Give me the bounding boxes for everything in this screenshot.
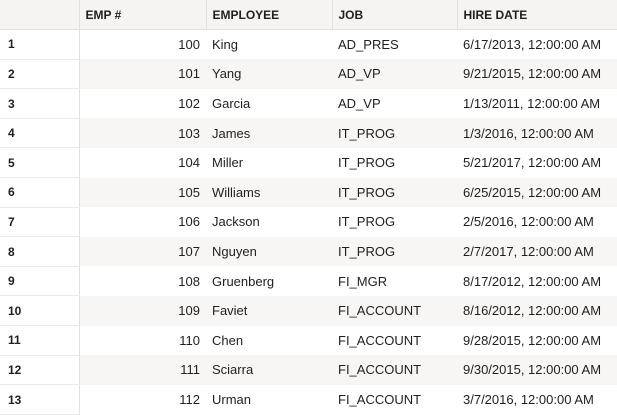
job-cell[interactable]: IT_PROG: [332, 236, 457, 267]
table-row[interactable]: 12 111 Sciarra FI_ACCOUNT 9/30/2015, 12:00:0…: [0, 355, 617, 386]
header-rownum: [0, 0, 80, 31]
job-cell[interactable]: AD_PRES: [338, 37, 399, 53]
job-cell[interactable]: IT_PROG: [338, 155, 396, 171]
hire-date-cell[interactable]: 3/7/2016, 12:00:00 AM: [463, 392, 594, 408]
row-number[interactable]: 5: [0, 147, 80, 179]
job-cell[interactable]: IT_PROG: [332, 118, 457, 148]
hire-date-cell[interactable]: 1/13/2011, 12:00:00 AM: [463, 96, 601, 112]
table-row[interactable]: 6 105 Williams IT_PROG 6/25/2015, 12:00:00 A…: [0, 177, 617, 208]
job-cell[interactable]: AD_VP: [338, 96, 381, 112]
employee-cell[interactable]: Jackson: [212, 214, 260, 230]
table-body: 1 100 King AD_PRES 6/17/2013, 12:00:00 AM 2 10…: [0, 29, 617, 415]
employee-cell[interactable]: Williams: [206, 177, 332, 208]
table-row[interactable]: 3 102 Garcia AD_VP 1/13/2011, 12:00:00 AM: [0, 88, 617, 119]
row-number[interactable]: 1: [0, 29, 80, 60]
table-row[interactable]: 7 106 Jackson IT_PROG 2/5/2016, 12:00:00 AM: [0, 207, 617, 238]
emp-number-cell[interactable]: 100: [178, 37, 200, 53]
emp-number-cell[interactable]: 111: [79, 355, 206, 385]
hire-date-cell[interactable]: 9/21/2015, 12:00:00 AM: [457, 59, 617, 89]
emp-number-cell[interactable]: 103: [79, 118, 206, 148]
emp-number-cell[interactable]: 102: [178, 96, 200, 112]
row-number[interactable]: 11: [0, 325, 80, 356]
table-row[interactable]: 1 100 King AD_PRES 6/17/2013, 12:00:00 AM: [0, 29, 617, 60]
row-number[interactable]: 9: [0, 266, 80, 297]
row-number[interactable]: 3: [0, 88, 80, 119]
header-hire-date[interactable]: HIRE DATE: [457, 0, 617, 31]
hire-date-cell[interactable]: 6/17/2013, 12:00:00 AM: [463, 37, 602, 53]
employee-cell[interactable]: Nguyen: [206, 236, 332, 267]
table-row[interactable]: 13 112 Urman FI_ACCOUNT 3/7/2016, 12:00:00 A…: [0, 384, 617, 415]
employee-cell[interactable]: Miller: [212, 155, 244, 171]
row-number[interactable]: 7: [0, 207, 80, 238]
employee-cell[interactable]: Garcia: [212, 96, 251, 112]
job-cell[interactable]: IT_PROG: [338, 214, 396, 230]
hire-date-cell[interactable]: 1/3/2016, 12:00:00 AM: [457, 118, 617, 148]
employee-cell[interactable]: King: [212, 37, 239, 53]
emp-number-cell[interactable]: 104: [178, 155, 200, 171]
job-cell[interactable]: IT_PROG: [332, 177, 457, 208]
employee-cell[interactable]: Gruenberg: [212, 273, 275, 289]
job-cell[interactable]: FI_ACCOUNT: [332, 295, 457, 326]
hire-date-cell[interactable]: 6/25/2015, 12:00:00 AM: [457, 177, 617, 208]
job-cell[interactable]: FI_ACCOUNT: [338, 332, 422, 348]
row-number[interactable]: 4: [0, 118, 80, 149]
row-number[interactable]: 6: [0, 177, 80, 208]
table-row[interactable]: 2 101 Yang AD_VP 9/21/2015, 12:00:00 AM: [0, 59, 617, 90]
table-row[interactable]: 8 107 Nguyen IT_PROG 2/7/2017, 12:00:00 AM: [0, 236, 617, 267]
emp-number-cell[interactable]: 105: [79, 177, 206, 208]
emp-number-cell[interactable]: 110: [179, 332, 200, 348]
table-row[interactable]: 11 110 Chen FI_ACCOUNT 9/28/2015, 12:00:00 A…: [0, 325, 617, 356]
employee-cell[interactable]: Chen: [212, 332, 244, 348]
header-employee[interactable]: EMPLOYEE: [206, 0, 333, 31]
job-cell[interactable]: FI_ACCOUNT: [332, 355, 457, 385]
employee-cell[interactable]: James: [206, 118, 332, 148]
job-cell[interactable]: FI_MGR: [338, 273, 388, 289]
header-row: EMP # EMPLOYEE JOB HIRE DATE: [0, 0, 617, 31]
row-number[interactable]: 12: [0, 355, 80, 386]
hire-date-cell[interactable]: 8/16/2012, 12:00:00 AM: [457, 295, 617, 326]
employee-cell[interactable]: Sciarra: [206, 355, 332, 385]
emp-number-cell[interactable]: 109: [79, 295, 206, 326]
row-number[interactable]: 10: [0, 295, 80, 327]
emp-number-cell[interactable]: 106: [178, 214, 200, 230]
hire-date-cell[interactable]: 9/28/2015, 12:00:00 AM: [463, 332, 602, 348]
employee-cell[interactable]: Yang: [206, 59, 332, 89]
emp-number-cell[interactable]: 101: [79, 59, 206, 89]
hire-date-cell[interactable]: 8/17/2012, 12:00:00 AM: [463, 273, 602, 289]
row-number[interactable]: 8: [0, 236, 80, 267]
row-number[interactable]: 13: [0, 384, 80, 415]
table-row[interactable]: 4 103 James IT_PROG 1/3/2016, 12:00:00 AM: [0, 118, 617, 149]
table-row[interactable]: 5 104 Miller IT_PROG 5/21/2017, 12:00:00 AM: [0, 147, 617, 179]
emp-number-cell[interactable]: 107: [79, 236, 206, 267]
hire-date-cell[interactable]: 2/7/2017, 12:00:00 AM: [457, 236, 617, 267]
employee-cell[interactable]: Faviet: [206, 295, 332, 326]
header-job[interactable]: JOB: [332, 0, 458, 31]
emp-number-cell[interactable]: 112: [179, 392, 200, 408]
emp-number-cell[interactable]: 108: [178, 273, 200, 289]
table-row[interactable]: 9 108 Gruenberg FI_MGR 8/17/2012, 12:00:00 A…: [0, 266, 617, 297]
table-row[interactable]: 10 109 Faviet FI_ACCOUNT 8/16/2012, 12:00:00…: [0, 295, 617, 327]
job-cell[interactable]: FI_ACCOUNT: [338, 392, 422, 408]
row-number[interactable]: 2: [0, 59, 80, 90]
hire-date-cell[interactable]: 2/5/2016, 12:00:00 AM: [463, 214, 594, 230]
hire-date-cell[interactable]: 9/30/2015, 12:00:00 AM: [457, 355, 617, 385]
hire-date-cell[interactable]: 5/21/2017, 12:00:00 AM: [463, 155, 602, 171]
header-emp-number[interactable]: EMP #: [79, 0, 207, 31]
job-cell[interactable]: AD_VP: [332, 59, 457, 89]
employee-cell[interactable]: Urman: [212, 392, 252, 408]
